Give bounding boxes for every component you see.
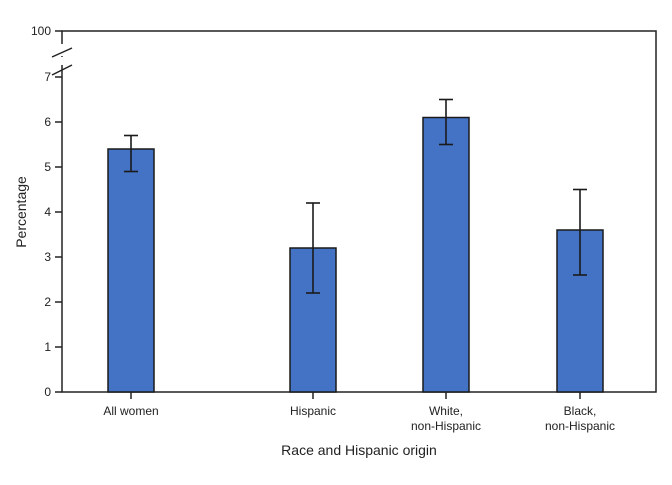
- y-tick-label: 7: [44, 70, 51, 84]
- y-tick-label: 6: [44, 115, 51, 129]
- axis-break-icon: [48, 44, 76, 76]
- y-tick-label: 4: [44, 205, 51, 219]
- x-tick-label: All women: [103, 404, 158, 418]
- y-tick-label: 0: [44, 385, 51, 399]
- bar: [107, 148, 155, 393]
- y-tick-label-top: 100: [31, 24, 51, 38]
- x-axis-label: Race and Hispanic origin: [281, 442, 437, 458]
- x-tick-label: non-Hispanic: [545, 419, 615, 433]
- y-tick-label: 5: [44, 160, 51, 174]
- x-tick-label: Black,: [564, 404, 597, 418]
- bar: [422, 116, 470, 393]
- error-bar: [124, 134, 138, 173]
- error-bar: [573, 188, 587, 276]
- x-tick-label: White,: [429, 404, 463, 418]
- y-tick-label: 2: [44, 295, 51, 309]
- x-tick-label: Hispanic: [290, 404, 336, 418]
- error-bar: [306, 202, 320, 294]
- error-bar: [439, 98, 453, 146]
- x-tick-label: non-Hispanic: [411, 419, 481, 433]
- y-tick-label: 3: [44, 250, 51, 264]
- y-axis-label: Percentage: [13, 176, 29, 248]
- y-tick-label: 1: [44, 340, 51, 354]
